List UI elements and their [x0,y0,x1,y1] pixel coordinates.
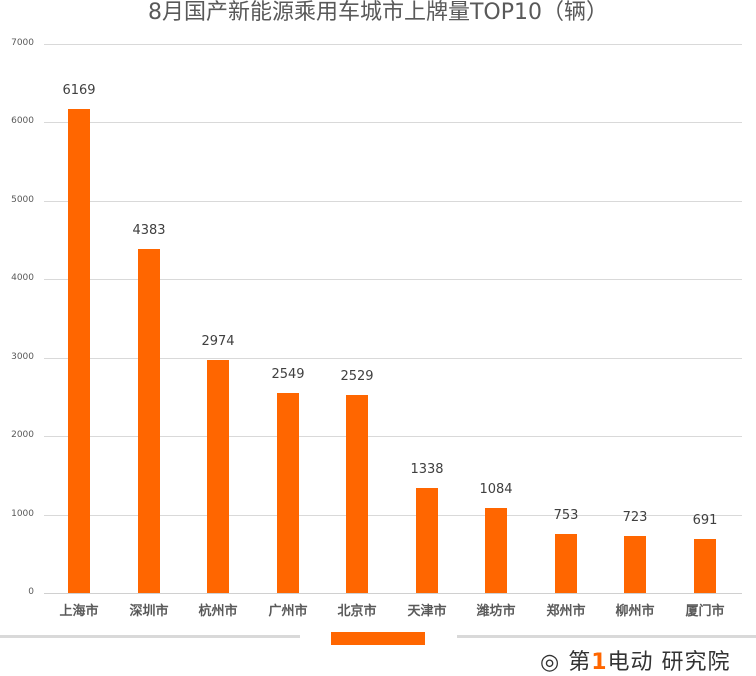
x-tick-label: 厦门市 [685,604,725,619]
bar-value-label: 2974 [201,334,235,349]
x-tick-label: 郑州市 [546,604,586,619]
bar [207,360,229,593]
bar [624,536,646,593]
x-tick-label: 潍坊市 [476,604,516,619]
gridline [44,593,742,594]
bar [138,249,160,593]
bar-value-label: 1338 [410,462,444,477]
footer-divider-right [457,635,756,638]
bar [68,109,90,593]
gridline [44,44,742,45]
footer-logo: ◎ 第1电动 研究院 [540,650,731,675]
y-tick-label: 4000 [11,273,34,283]
bar-value-label: 1084 [479,482,513,497]
bar [485,508,507,593]
footer-accent-bar [331,632,425,645]
gridline [44,358,742,359]
x-tick-label: 上海市 [59,604,99,619]
logo-icon: ◎ [540,650,569,675]
y-tick-label: 1000 [11,509,34,519]
bar-value-label: 4383 [132,223,166,238]
bar [346,395,368,593]
gridline [44,279,742,280]
x-tick-label: 北京市 [337,604,377,619]
bar-value-label: 2529 [340,369,374,384]
bar [555,534,577,593]
gridline [44,201,742,202]
bar-value-label: 691 [692,513,718,528]
gridline [44,515,742,516]
x-tick-label: 柳州市 [615,604,655,619]
x-tick-label: 天津市 [407,604,447,619]
bar [416,488,438,593]
x-tick-label: 深圳市 [129,604,169,619]
bar-value-label: 6169 [62,83,96,98]
gridline [44,436,742,437]
footer-divider-left [0,635,300,638]
bar [277,393,299,593]
y-tick-label: 7000 [11,38,34,48]
y-tick-label: 6000 [11,116,34,126]
y-tick-label: 5000 [11,195,34,205]
bar-value-label: 2549 [271,367,305,382]
y-tick-label: 3000 [11,352,34,362]
y-tick-label: 2000 [11,430,34,440]
y-tick-label: 0 [28,587,34,597]
chart-title: 8月国产新能源乘用车城市上牌量TOP10（辆） [147,0,608,25]
bar [694,539,716,593]
x-tick-label: 广州市 [268,604,308,619]
x-tick-label: 杭州市 [198,604,238,619]
bar-value-label: 723 [622,510,648,525]
gridline [44,122,742,123]
bar-value-label: 753 [553,508,579,523]
